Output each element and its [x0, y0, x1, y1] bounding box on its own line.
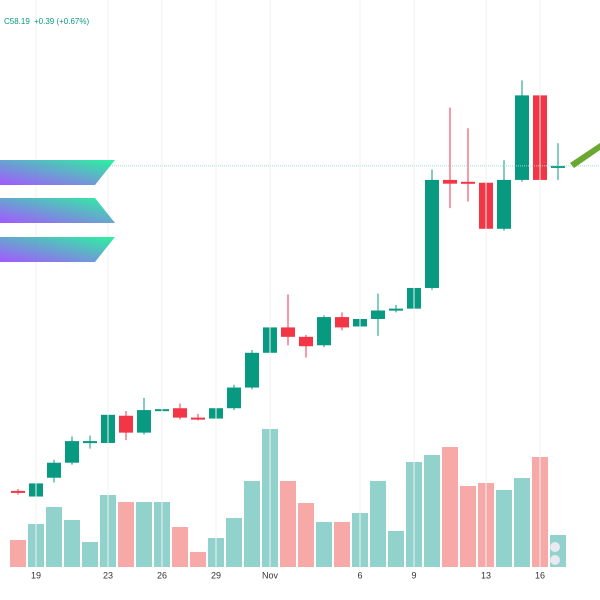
volume-bar	[64, 520, 80, 567]
x-tick-label: 23	[103, 570, 113, 580]
volume-bar	[10, 540, 26, 567]
volume-bar	[280, 481, 296, 567]
header-change: +0.39 (+0.67%)	[34, 17, 89, 26]
volume-bar	[514, 478, 530, 567]
x-tick-label: Nov	[262, 570, 279, 580]
header-close: C58.19	[4, 17, 30, 26]
volume-bar	[370, 481, 386, 567]
trend-arrow	[570, 143, 600, 168]
volume-bar	[190, 552, 206, 567]
volume-bar	[118, 502, 134, 567]
volume-bar	[496, 490, 512, 567]
x-tick-label: 13	[481, 570, 491, 580]
volume-bar	[460, 486, 476, 567]
x-tick-label: 6	[357, 570, 362, 580]
volume-bar	[316, 522, 332, 567]
x-tick-label: 26	[157, 570, 167, 580]
x-tick-label: 29	[211, 570, 221, 580]
volume-bar	[334, 522, 350, 567]
x-tick-label: 16	[535, 570, 545, 580]
volume-bar	[388, 531, 404, 567]
status-icons	[550, 542, 560, 565]
volume-bar	[46, 507, 62, 567]
volume-bar	[226, 518, 242, 567]
volume-bar	[298, 503, 314, 567]
volume-bar	[424, 455, 440, 567]
x-tick-label: 9	[411, 570, 416, 580]
x-tick-label: 19	[31, 570, 41, 580]
volume-bar	[136, 502, 152, 567]
volume-bar	[442, 447, 458, 567]
logo	[0, 160, 115, 262]
volume-bar	[172, 527, 188, 567]
volume-bar	[82, 542, 98, 567]
volume-bar	[244, 481, 260, 567]
